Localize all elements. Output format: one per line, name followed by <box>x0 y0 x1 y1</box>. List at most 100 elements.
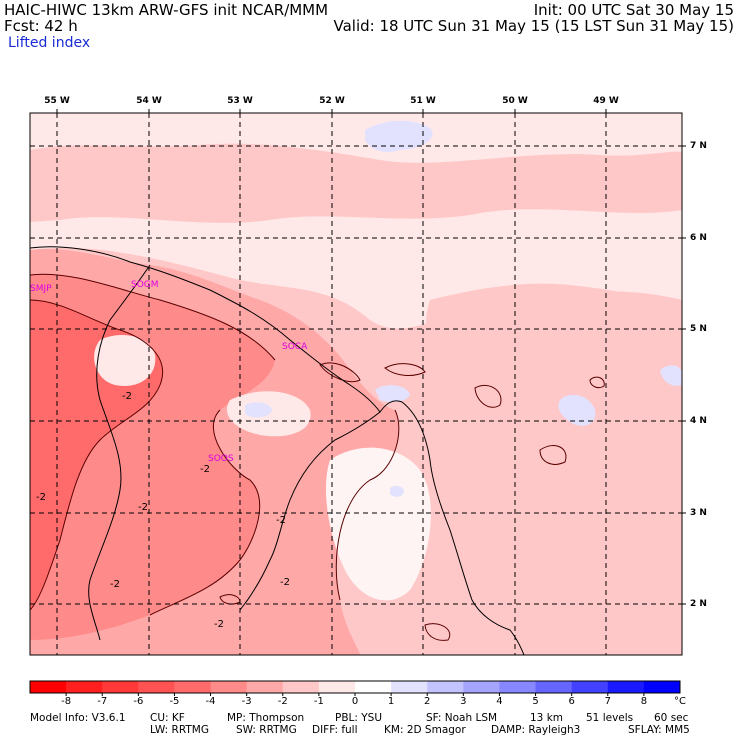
lon-label: 53 W <box>227 96 253 106</box>
valid-time: Valid: 18 UTC Sun 31 May 15 (15 LST Sun … <box>333 17 734 35</box>
field-positive <box>558 394 596 426</box>
colorbar-tick-label: -6 <box>133 696 144 707</box>
contour-line <box>149 409 260 616</box>
colorbar-swatch <box>535 681 573 693</box>
lat-label: 3 N <box>690 508 707 518</box>
contour-line <box>474 384 502 408</box>
colorbar-swatch <box>318 681 356 693</box>
colorbar <box>29 680 681 696</box>
cu-scheme: CU: KF <box>150 712 185 724</box>
contour-line <box>319 362 361 383</box>
station-label: SOGM <box>131 280 159 290</box>
colorbar-tick-label: -1 <box>313 696 324 707</box>
lat-label: 7 N <box>690 141 707 151</box>
model-info: Model Info: V3.6.1 <box>30 712 126 724</box>
diff-setting: DIFF: full <box>312 724 358 736</box>
init-time: Init: 00 UTC Sat 30 May 15 <box>533 1 734 19</box>
colorbar-tick-label: -5 <box>169 696 180 707</box>
coast-line <box>30 246 525 655</box>
lon-label: 54 W <box>136 96 162 106</box>
contour-label: -2 <box>36 492 46 503</box>
field-blob <box>325 447 431 601</box>
colorbar-swatch <box>138 681 175 693</box>
lat-label: 6 N <box>690 233 707 243</box>
colorbar-unit: °C <box>674 696 686 707</box>
sw-scheme: SW: RRTMG <box>236 724 297 736</box>
colorbar-tick-label: 2 <box>424 696 431 707</box>
contour-label: -2 <box>200 464 210 475</box>
lon-label: 55 W <box>44 96 70 106</box>
sf-scheme: SF: Noah LSM <box>426 712 498 724</box>
graticule <box>30 113 682 655</box>
contour-label: -2 <box>122 391 132 402</box>
contour-line <box>539 445 567 465</box>
colorbar-swatch <box>427 681 464 693</box>
sflay-setting: SFLAY: MM5 <box>628 724 690 736</box>
colorbar-tick-label: 7 <box>604 696 611 707</box>
colorbar-tick-label: 0 <box>351 696 359 707</box>
colorbar-tick-label: 5 <box>532 696 539 707</box>
contour-line <box>384 363 426 376</box>
lat-label: 4 N <box>690 416 707 426</box>
colorbar-swatch <box>30 681 67 693</box>
vertical-levels: 51 levels <box>586 712 634 724</box>
field-name: Lifted index <box>8 35 91 51</box>
colorbar-swatch <box>571 681 609 693</box>
km-setting: KM: 2D Smagor <box>384 724 466 736</box>
border-line <box>239 411 381 611</box>
colorbar-tick-label: 4 <box>496 696 503 707</box>
station-label: SOOS <box>208 454 234 464</box>
lon-label: 51 W <box>410 96 436 106</box>
contour-label: -2 <box>280 577 290 588</box>
colorbar-swatch <box>246 681 284 693</box>
pbl-scheme: PBL: YSU <box>335 712 383 724</box>
contour-label: -2 <box>110 579 120 590</box>
contour-label: -2 <box>138 502 148 513</box>
colorbar-tick-label: 3 <box>460 696 467 707</box>
colorbar-swatch <box>102 681 139 693</box>
colorbar-swatch <box>463 681 500 693</box>
field-positive <box>660 365 682 386</box>
plot-title: HAIC-HIWC 13km ARW-GFS init NCAR/MMM <box>4 1 329 19</box>
contour-label: -2 <box>214 619 224 630</box>
contour-line <box>335 409 400 601</box>
mp-scheme: MP: Thompson <box>227 712 305 724</box>
field-positive <box>365 120 433 152</box>
colorbar-swatch <box>210 681 248 693</box>
field-band <box>426 283 682 427</box>
lon-label: 52 W <box>319 96 345 106</box>
field-positive <box>390 485 404 497</box>
colorbar-tick-label: -4 <box>205 696 216 707</box>
contour-lines <box>30 273 605 641</box>
colorbar-swatch <box>174 681 212 693</box>
forecast-hour: Fcst: 42 h <box>4 17 78 35</box>
field-band <box>30 143 682 223</box>
map-ticks <box>56 109 686 605</box>
colorbar-swatch <box>355 681 392 693</box>
lon-label: 49 W <box>593 96 619 106</box>
station-label: SMJP <box>30 284 52 294</box>
damp-setting: DAMP: Rayleigh3 <box>491 724 581 736</box>
grid-spacing: 13 km <box>530 712 564 724</box>
lat-label: 5 N <box>690 324 707 334</box>
colorbar-swatch <box>607 681 645 693</box>
map-field: -2 -2 -2 -2 -2 -2 -2 -2 SMJP SOGM SOCA S… <box>30 113 682 655</box>
colorbar-tick-label: -7 <box>97 696 108 707</box>
contour-label: -2 <box>276 515 286 526</box>
colorbar-tick-label: -3 <box>241 696 252 707</box>
colorbar-tick-label: 1 <box>387 696 395 707</box>
colorbar-swatch <box>391 681 428 693</box>
border-line <box>88 264 151 641</box>
field-positive <box>375 385 410 402</box>
coastline <box>30 246 525 655</box>
contour-line <box>30 273 276 361</box>
colorbar-swatch <box>66 681 103 693</box>
field-positive <box>245 402 272 418</box>
field-blob <box>94 335 156 386</box>
colorbar-tick-label: -8 <box>61 696 72 707</box>
contour-line <box>589 376 605 389</box>
map-frame <box>29 112 683 656</box>
colorbar-swatch <box>282 681 320 693</box>
contour-line <box>30 299 164 611</box>
